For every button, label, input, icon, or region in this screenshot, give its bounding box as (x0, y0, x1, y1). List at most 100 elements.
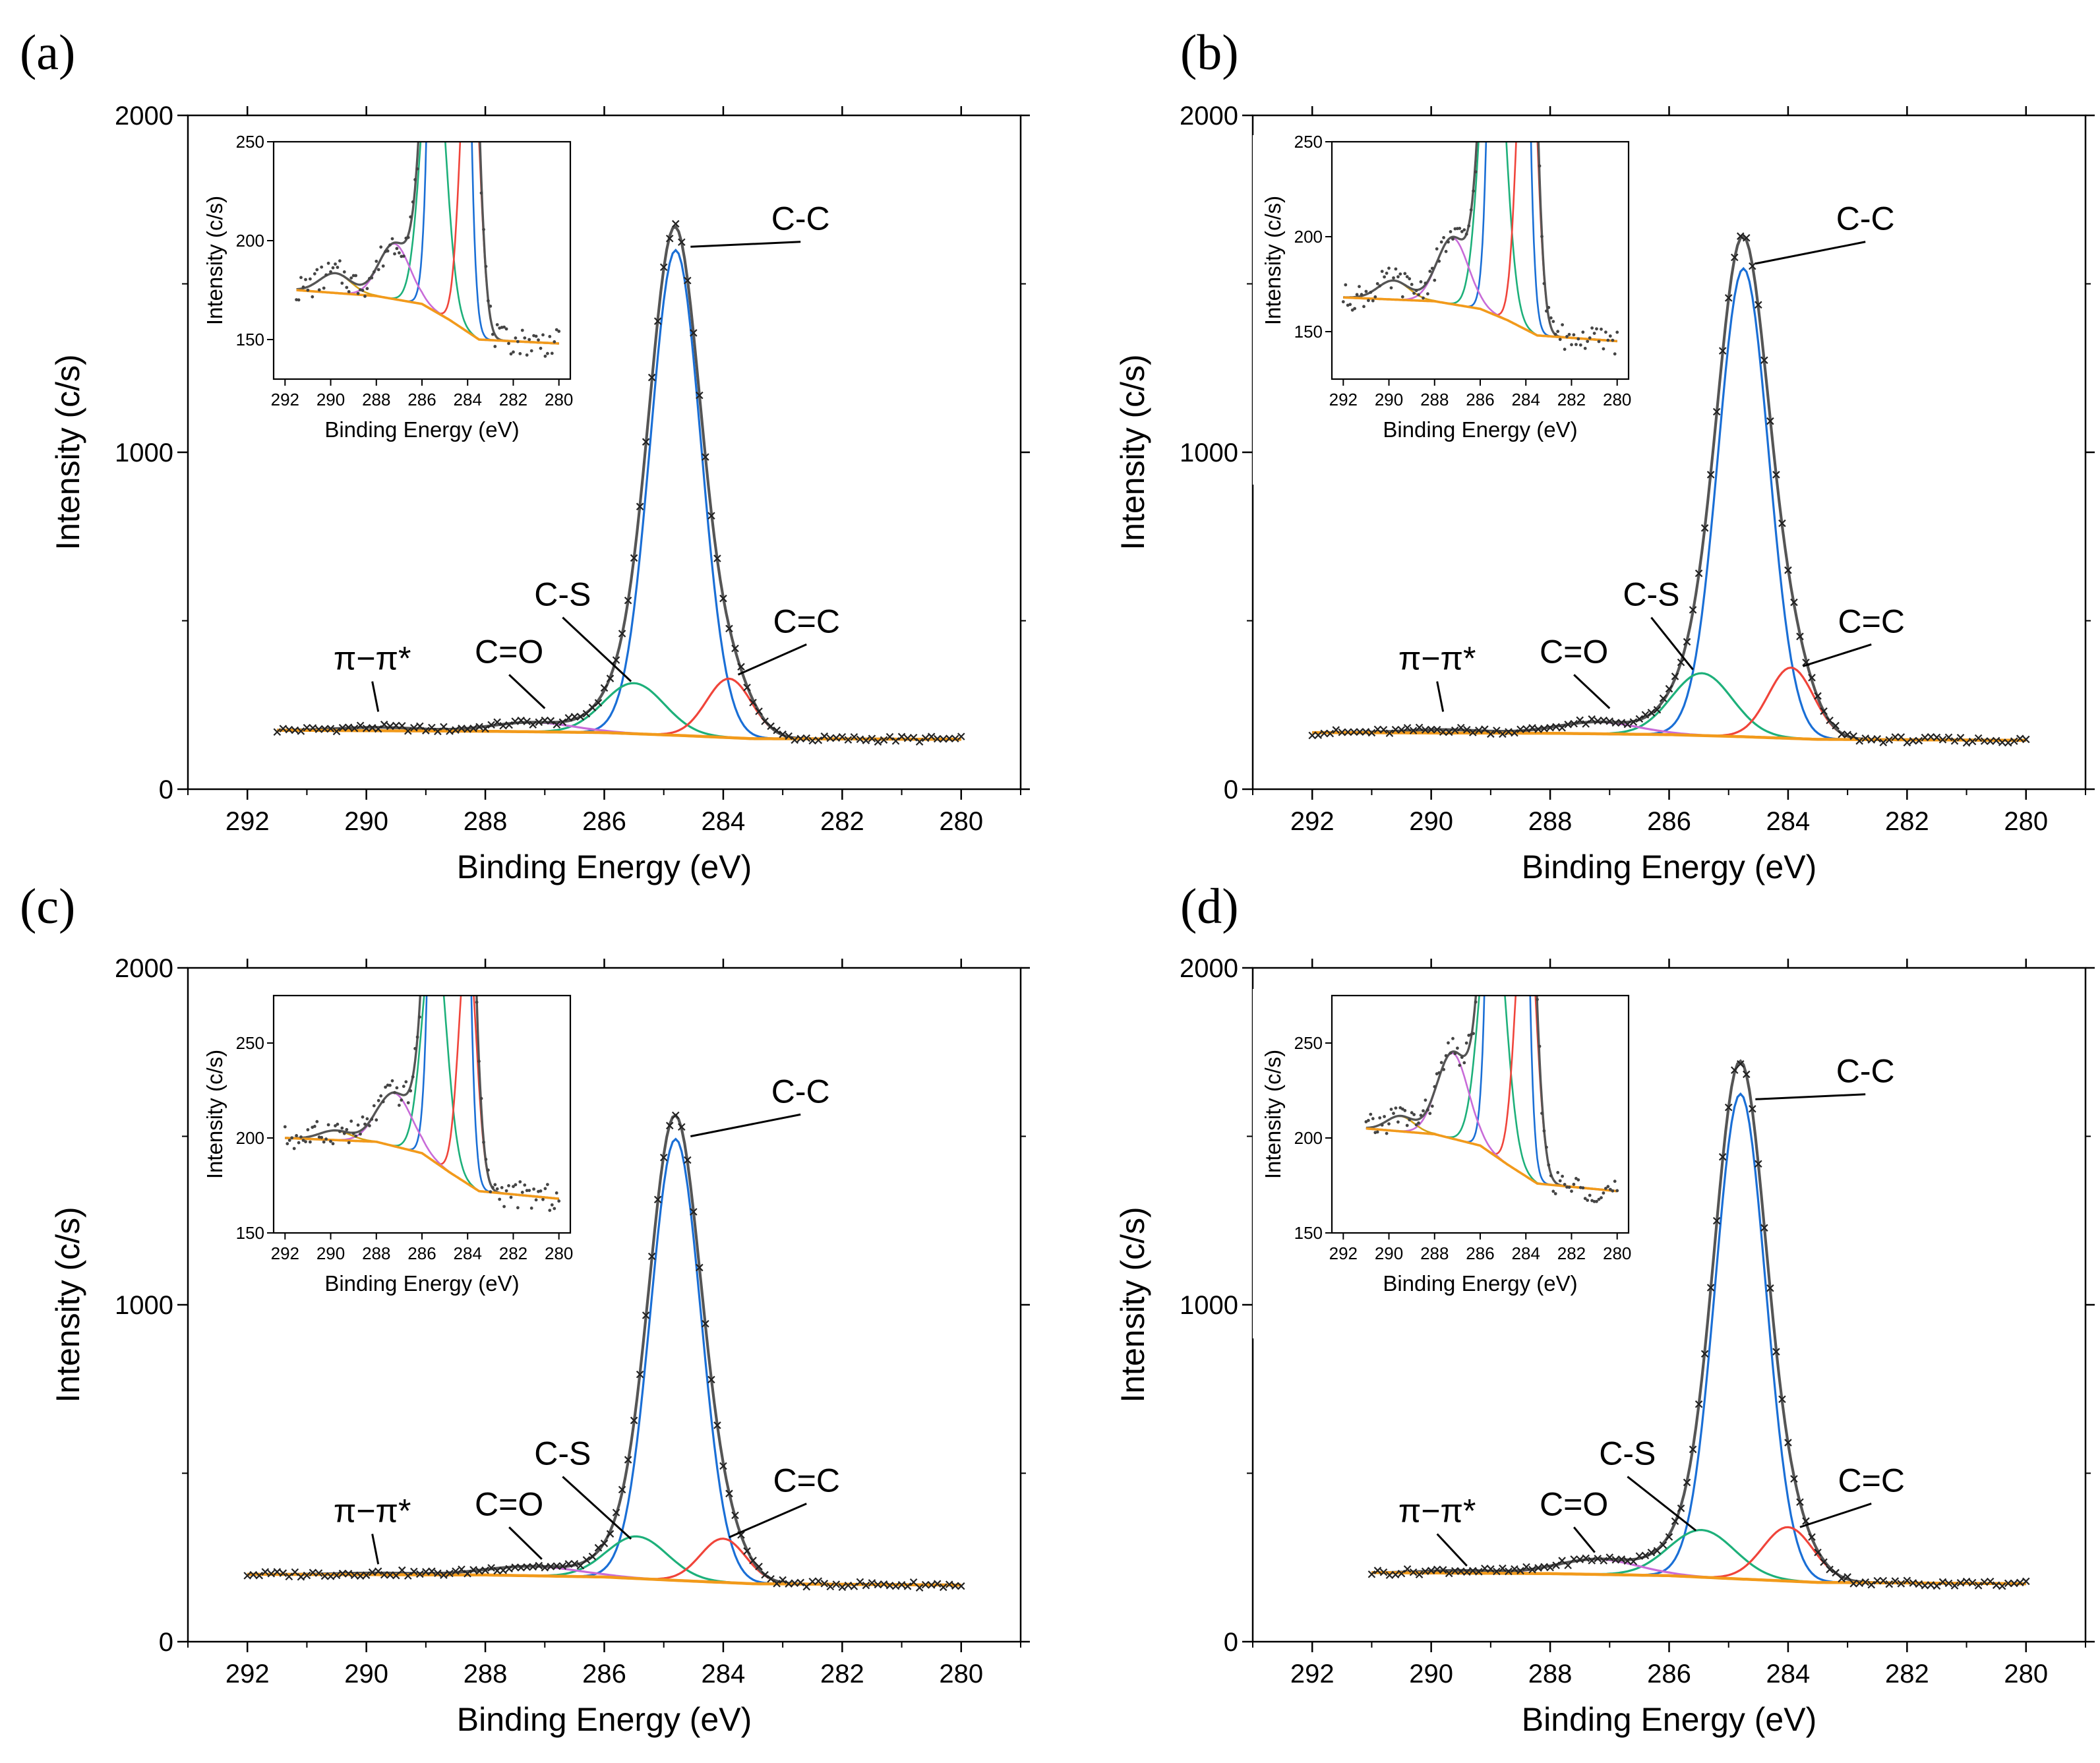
data-point (1567, 1185, 1571, 1189)
data-point (582, 1556, 591, 1564)
data-point (1516, 1567, 1524, 1575)
data-point (415, 167, 419, 171)
data-point (1563, 1183, 1567, 1186)
data-point (469, 724, 477, 732)
data-point (349, 1120, 353, 1123)
peak-label-C-S: C-S (1599, 1435, 1656, 1472)
data-point (773, 1580, 781, 1588)
peak-label-C-C: C-C (771, 200, 830, 237)
data-point (1428, 270, 1432, 273)
data-point (1356, 728, 1364, 736)
data-point (850, 732, 858, 741)
data-point (1784, 1439, 1792, 1447)
data-point (1387, 1122, 1391, 1125)
data-point (1474, 170, 1478, 173)
data-point (838, 732, 847, 741)
data-point (553, 340, 556, 344)
data-point (618, 630, 626, 638)
data-point (1790, 1475, 1798, 1483)
data-point (1516, 725, 1524, 734)
data-point (388, 243, 392, 247)
inset-y-tick-label: 250 (1294, 132, 1323, 152)
data-point (582, 709, 591, 718)
data-point (297, 298, 301, 302)
data-point (1415, 1570, 1424, 1578)
data-point (428, 1567, 436, 1575)
inset-y-tick-label: 200 (236, 231, 264, 251)
data-point (1998, 1582, 2006, 1590)
data-point (509, 1195, 513, 1199)
data-point (1820, 707, 1828, 715)
inset-x-tick-label: 288 (1420, 390, 1449, 409)
background-baseline (1365, 1127, 1617, 1193)
data-point (743, 1547, 751, 1555)
data-point (295, 1134, 298, 1137)
data-point (1730, 1066, 1739, 1074)
data-point (1605, 717, 1614, 725)
data-point (329, 1139, 332, 1143)
data-point (338, 723, 347, 732)
data-point (1344, 728, 1352, 736)
data-point (505, 1565, 513, 1573)
data-point (1629, 1557, 1638, 1566)
data-point (1570, 719, 1578, 728)
data-point (372, 270, 376, 274)
data-point (1597, 1197, 1601, 1201)
data-point (1320, 729, 1329, 738)
data-point (1417, 1121, 1420, 1125)
data-point (529, 1563, 537, 1571)
data-point (1962, 1577, 1971, 1586)
data-point (1499, 730, 1507, 738)
data-point (1487, 1565, 1495, 1573)
data-point (1522, 725, 1530, 733)
data-point (1437, 1071, 1441, 1075)
data-point (557, 330, 561, 333)
data-point (1481, 835, 1484, 838)
data-point (1576, 1555, 1584, 1564)
data-point (514, 1183, 518, 1187)
data-point (427, 688, 431, 691)
data-point (351, 1131, 355, 1135)
data-point (1915, 1580, 1923, 1588)
data-point (921, 734, 930, 742)
data-point (306, 1128, 310, 1131)
data-point (600, 684, 609, 692)
data-point (523, 717, 531, 726)
y-tick-label: 0 (1224, 775, 1238, 804)
data-point (374, 1567, 382, 1575)
inset-x-tick-label: 280 (1603, 390, 1631, 409)
data-point (1592, 332, 1596, 335)
data-point (1772, 1348, 1780, 1356)
data-point (1564, 1561, 1572, 1570)
data-point (1808, 674, 1816, 682)
data-point (1428, 1112, 1432, 1116)
data-point (464, 725, 471, 733)
data-point (1600, 327, 1603, 331)
data-point (945, 1580, 953, 1588)
panel-letter: (a) (20, 25, 75, 80)
data-point (802, 1582, 811, 1591)
data-point (469, 1566, 477, 1574)
data-point (1414, 289, 1418, 293)
data-point (1623, 1557, 1632, 1565)
data-point (1479, 69, 1482, 72)
data-point (379, 1094, 383, 1098)
annotation-leader (371, 1534, 380, 1565)
data-point (1551, 320, 1555, 323)
data-point (594, 1543, 603, 1552)
data-point (527, 1189, 531, 1192)
data-point (1549, 1174, 1553, 1178)
data-point (350, 724, 359, 732)
data-point (1855, 737, 1863, 745)
x-tick-label: 284 (702, 1659, 746, 1688)
x-axis-title: Binding Energy (eV) (457, 1701, 752, 1738)
data-point (1542, 1129, 1546, 1133)
data-point (1378, 284, 1382, 288)
data-point (1604, 330, 1607, 334)
inset-x-tick-label: 290 (316, 390, 345, 409)
data-point (1885, 736, 1894, 744)
data-point (555, 1191, 558, 1195)
data-point (1586, 1199, 1590, 1202)
data-point (1588, 336, 1592, 340)
peak-label-C-O: C=O (1540, 633, 1608, 670)
